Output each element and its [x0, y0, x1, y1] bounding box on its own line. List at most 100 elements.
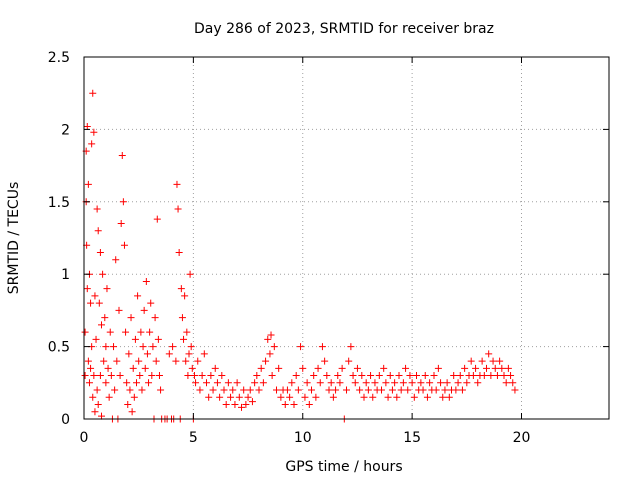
data-point [323, 372, 331, 380]
data-point [281, 401, 289, 409]
data-point [185, 350, 193, 358]
data-point [155, 372, 163, 380]
data-point [371, 379, 379, 387]
data-point [122, 328, 130, 336]
data-point [277, 393, 285, 401]
data-point [138, 386, 146, 394]
data-point [85, 379, 93, 387]
data-point [151, 314, 159, 322]
data-point [87, 299, 95, 307]
data-point [180, 335, 188, 343]
data-point [270, 343, 278, 351]
x-axis-label: GPS time / hours [285, 459, 402, 475]
data-point [96, 248, 104, 256]
data-point [286, 393, 294, 401]
data-point [454, 379, 462, 387]
data-point [310, 372, 318, 380]
data-point [136, 372, 144, 380]
data-point [437, 379, 445, 387]
data-point [92, 335, 100, 343]
data-point [84, 180, 92, 188]
data-point [103, 285, 111, 293]
data-point [113, 357, 121, 365]
data-point [294, 386, 302, 394]
data-point [500, 372, 508, 380]
data-point [89, 89, 97, 97]
data-point [332, 386, 340, 394]
data-point [192, 379, 200, 387]
data-point [349, 372, 357, 380]
data-point [452, 386, 460, 394]
data-point [480, 372, 488, 380]
data-point [177, 285, 185, 293]
data-point [148, 372, 156, 380]
data-point [367, 372, 375, 380]
data-point [94, 227, 102, 235]
data-point [262, 357, 270, 365]
data-point [235, 393, 243, 401]
data-point [469, 372, 477, 380]
data-point [93, 205, 101, 213]
data-point [222, 401, 230, 409]
data-point [172, 357, 180, 365]
y-axis-label: SRMTID / TECUs [6, 182, 22, 295]
data-point [244, 393, 252, 401]
data-point [175, 248, 183, 256]
data-point [399, 379, 407, 387]
data-point [83, 285, 91, 293]
data-point [275, 364, 283, 372]
data-point [102, 343, 110, 351]
data-point [207, 372, 215, 380]
data-point [380, 364, 388, 372]
data-point [146, 328, 154, 336]
data-point [231, 401, 239, 409]
data-point [124, 401, 132, 409]
data-point [336, 379, 344, 387]
data-point [174, 205, 182, 213]
chart-title: Day 286 of 2023, SRMTID for receiver bra… [194, 21, 494, 37]
data-point [353, 364, 361, 372]
data-point [83, 123, 91, 131]
data-point [356, 386, 364, 394]
data-point [369, 393, 377, 401]
data-point [303, 379, 311, 387]
data-point [388, 386, 396, 394]
x-tick-label: 10 [294, 430, 312, 446]
data-point [90, 372, 98, 380]
data-point [393, 393, 401, 401]
data-point [123, 379, 131, 387]
data-point [93, 386, 101, 394]
data-point [347, 343, 355, 351]
data-point [116, 372, 124, 380]
data-point [283, 386, 291, 394]
data-point [267, 331, 275, 339]
data-point [209, 386, 217, 394]
data-point [259, 379, 267, 387]
data-point [489, 357, 497, 365]
data-point [358, 372, 366, 380]
data-point [81, 328, 89, 336]
data-point [496, 357, 504, 365]
data-point [128, 408, 136, 416]
data-point [229, 386, 237, 394]
data-point [321, 357, 329, 365]
x-tick-label: 20 [513, 430, 531, 446]
data-point [105, 393, 113, 401]
data-point [94, 401, 102, 409]
data-point [130, 393, 138, 401]
data-point [338, 364, 346, 372]
data-point [395, 372, 403, 380]
data-point [445, 393, 453, 401]
data-point [391, 379, 399, 387]
data-point [133, 379, 140, 387]
axis-ticks: 0 5 10 15 20 0 0.5 1 1.5 2 2.5 [48, 50, 609, 446]
data-point [238, 403, 245, 411]
data-point [472, 364, 480, 372]
data-point [142, 277, 150, 285]
data-point [502, 379, 510, 387]
data-point [147, 299, 155, 307]
data-point [96, 372, 104, 380]
data-point [129, 364, 137, 372]
data-point [345, 357, 353, 365]
data-point [137, 328, 145, 336]
